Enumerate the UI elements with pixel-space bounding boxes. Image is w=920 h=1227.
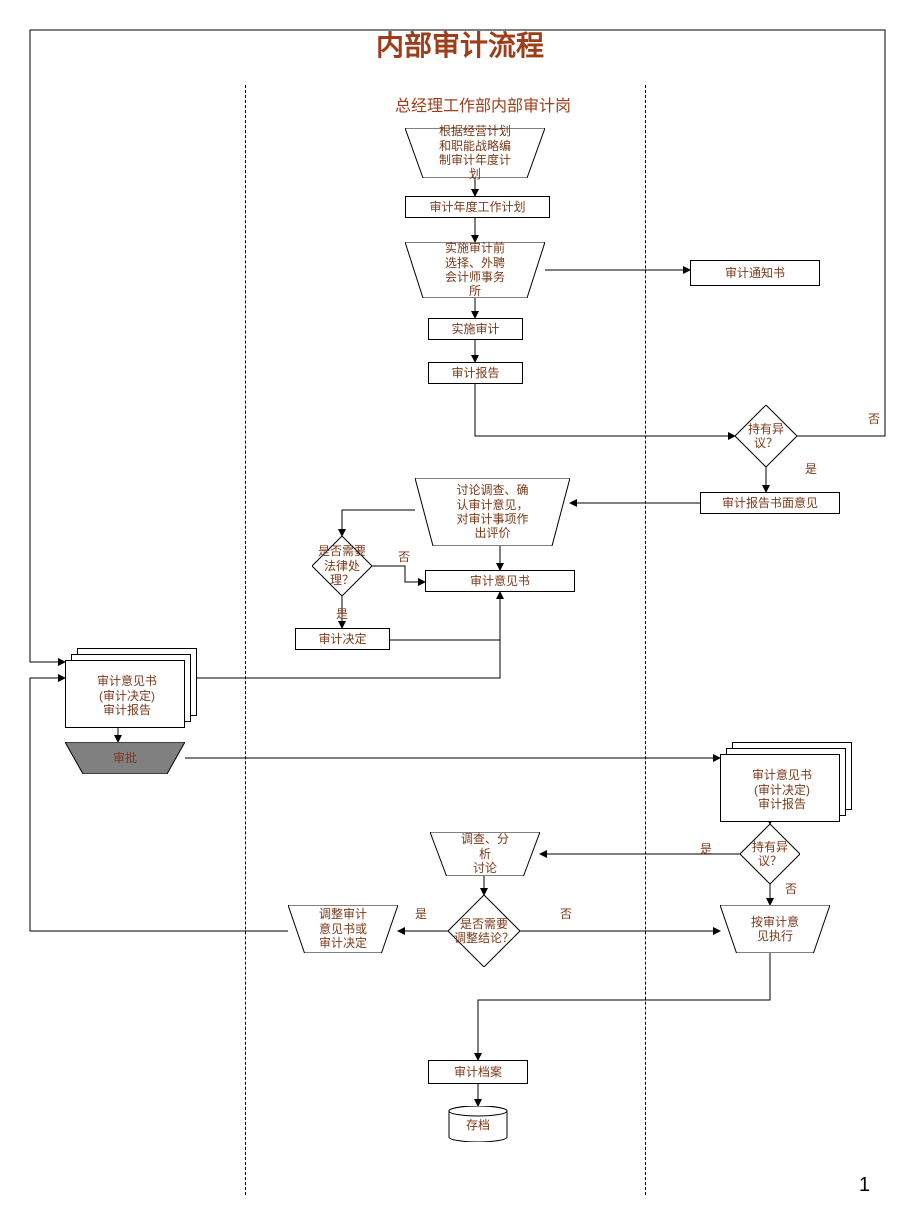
edge-label-e_d3_yes: 是 [700, 840, 712, 857]
edge-label-e_d2_no: 否 [398, 548, 410, 565]
edge-d2_no-n9_l [372, 566, 425, 582]
node-n11: 审批 [65, 742, 185, 774]
edge-n8_l-d2_r [342, 510, 415, 536]
node-n16: 存档 [448, 1106, 508, 1142]
edge-label-e_d3_no: 否 [785, 880, 797, 897]
node-d3: 持有异议？ [740, 824, 800, 884]
node-n14: 按审计意见执行 [720, 905, 830, 953]
lane-divider-left [245, 85, 246, 1195]
edge-label-e_d1_no: 否 [868, 410, 880, 427]
edge-label-e_d1_yes: 是 [805, 460, 817, 477]
node-n13: 调整审计意见书或审计决定 [288, 905, 398, 953]
node-n12: 调查、分析讨论 [430, 832, 540, 876]
node-d4: 是否需要调整结论？ [448, 895, 520, 967]
node-n8: 讨论调查、确认审计意见，对审计事项作出评价 [415, 478, 570, 546]
node-n4: 审计通知书 [690, 260, 820, 286]
page-title: 内部审计流程 [0, 24, 920, 64]
edge-n14_b-n15_path [478, 953, 770, 1060]
edge-label-e_d4_no: 否 [560, 905, 572, 922]
node-n9: 审计意见书 [425, 570, 575, 592]
node-n6: 审计报告 [428, 362, 523, 384]
edge-label-e_d4_yes: 是 [415, 905, 427, 922]
node-m2: 审计意见书(审计决定)审计报告 [720, 742, 852, 822]
node-d1: 持有异议？ [735, 405, 797, 467]
node-n10: 审计决定 [295, 628, 390, 650]
node-n2: 审计年度工作计划 [405, 196, 550, 218]
edge-n10_r-merge1 [390, 592, 500, 640]
node-n1: 根据经营计划和职能战略编制审计年度计划 [405, 128, 545, 178]
edges-layer [0, 0, 920, 1227]
node-n7: 审计报告书面意见 [700, 492, 840, 514]
page-number: 1 [859, 1174, 870, 1197]
edge-n6_b-d1_l [475, 384, 735, 436]
node-n5: 实施审计 [428, 318, 523, 340]
node-m1: 审计意见书(审计决定)审计报告 [65, 648, 197, 728]
node-n15: 审计档案 [428, 1060, 528, 1084]
node-d2: 是否需要法律处理？ [312, 536, 372, 596]
edge-label-e_d2_yes: 是 [336, 605, 348, 622]
column-header: 总经理工作部内部审计岗 [395, 92, 571, 116]
lane-divider-right [645, 85, 646, 1195]
node-n3: 实施审计前选择、外聘会计师事务所 [405, 242, 545, 298]
